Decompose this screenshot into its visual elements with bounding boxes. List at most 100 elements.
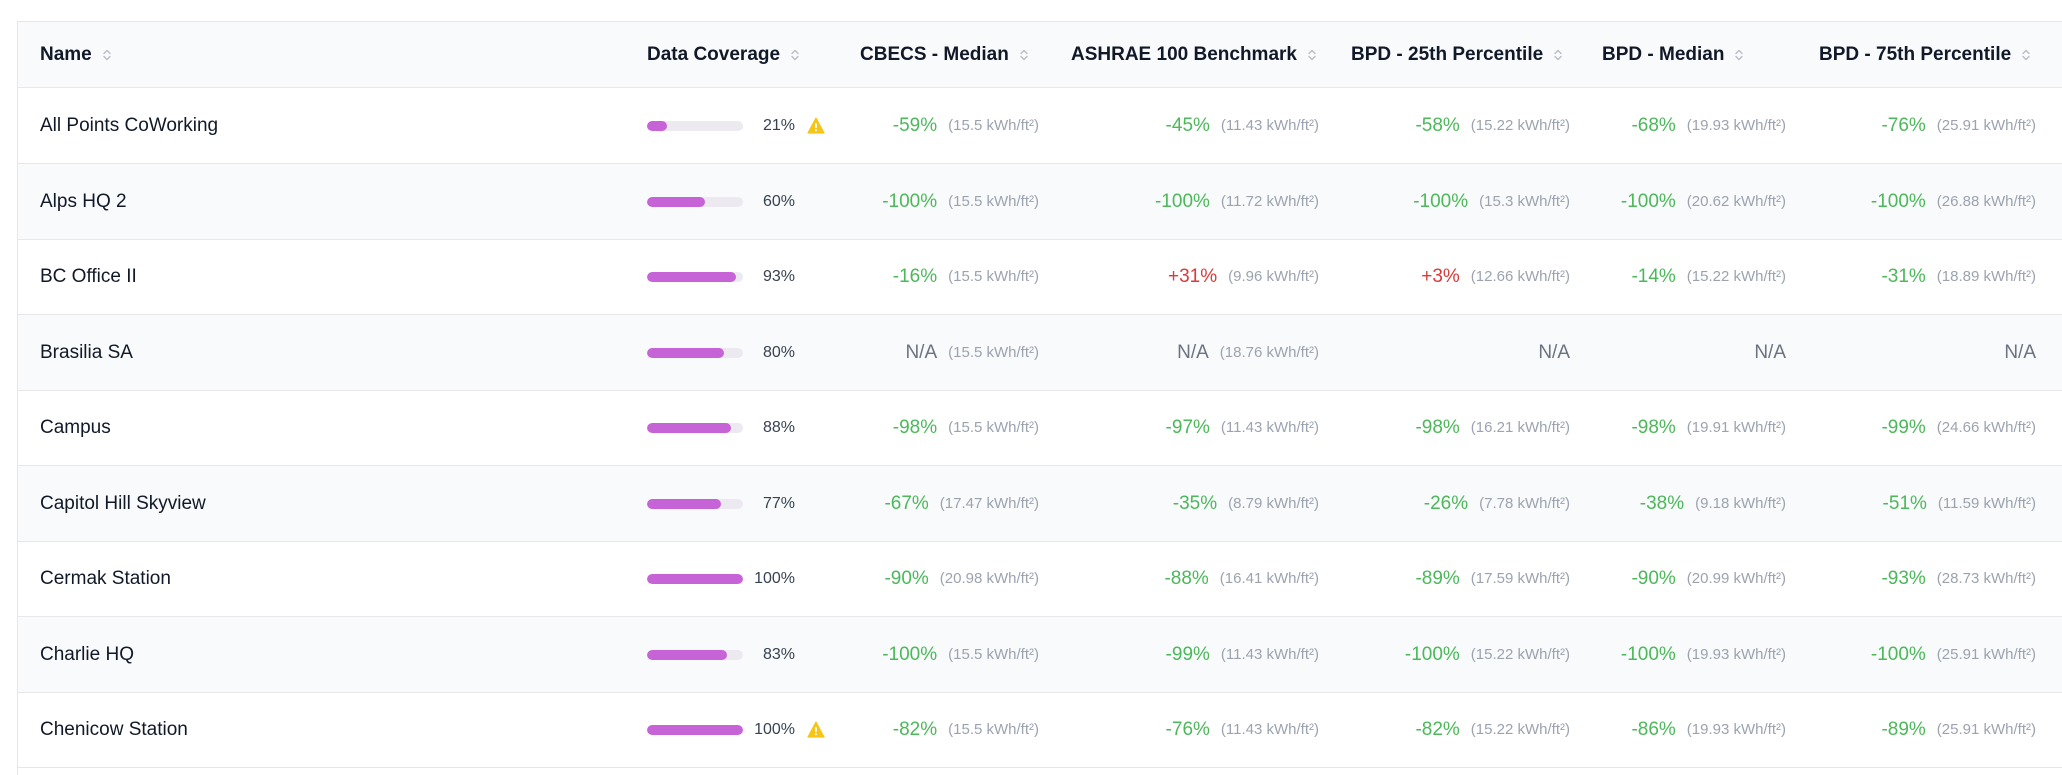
metric-cell-3: -100% (15.22 kWh/ft²): [1340, 617, 1570, 692]
metric-benchmark: (25.91 kWh/ft²): [1936, 721, 2036, 738]
metric-delta: -89%: [1415, 567, 1460, 589]
table-row[interactable]: BC Office II 93% -16% (15.5 kWh/ft²) +31% (9.…: [18, 239, 2062, 315]
metric-delta: -86%: [1631, 718, 1676, 740]
sort-icon: [92, 48, 114, 62]
column-header-3[interactable]: CBECS - Median: [860, 22, 1031, 87]
metric-cell-1: N/A (15.5 kWh/ft²): [859, 315, 1039, 390]
metric-benchmark: (12.66 kWh/ft²): [1470, 268, 1570, 285]
metric-cell-5: N/A: [1836, 315, 2036, 390]
metric-benchmark: (9.18 kWh/ft²): [1695, 495, 1786, 512]
metric-benchmark: (16.21 kWh/ft²): [1470, 419, 1570, 436]
metric-cell-3: -89% (17.59 kWh/ft²): [1340, 541, 1570, 616]
coverage-bar-fill: [647, 498, 721, 509]
metric-cell-5: -76% (25.91 kWh/ft²): [1836, 88, 2036, 163]
coverage-bar-fill: [647, 422, 732, 433]
metric-cell-1: -82% (15.5 kWh/ft²): [859, 692, 1039, 767]
coverage-percent: 88%: [762, 418, 795, 436]
table-row[interactable]: Campus 88% -98% (15.5 kWh/ft²) -97% (11.43 kW…: [18, 390, 2062, 466]
sort-icon: [2011, 48, 2033, 62]
coverage-percent: 100%: [754, 720, 795, 738]
metric-delta: -99%: [1881, 416, 1926, 438]
metric-delta: -90%: [884, 567, 929, 589]
metric-benchmark: (15.5 kWh/ft²): [948, 419, 1039, 436]
column-header-label: ASHRAE 100 Benchmark: [1071, 43, 1297, 65]
table-row[interactable]: Capitol Hill Skyview 77% -67% (17.47 kWh/ft…: [18, 466, 2062, 542]
metric-cell-4: -14% (15.22 kWh/ft²): [1596, 239, 1786, 314]
metric-benchmark: (15.5 kWh/ft²): [948, 344, 1039, 361]
coverage-bar: [647, 573, 743, 584]
coverage-bar: [647, 196, 743, 207]
metric-delta: -93%: [1881, 567, 1926, 589]
coverage-bar: [647, 724, 743, 735]
table-row[interactable]: Alps HQ 2 60% -100% (15.5 kWh/ft²) -100% (11.…: [18, 164, 2062, 240]
metric-benchmark: (11.59 kWh/ft²): [1937, 495, 2036, 512]
site-name[interactable]: All Points CoWorking: [40, 114, 219, 136]
name-cell: Charlie HQ: [40, 617, 134, 692]
metric-delta: +31%: [1168, 265, 1218, 287]
metric-cell-1: -100% (15.5 kWh/ft²): [859, 164, 1039, 239]
metric-delta: -68%: [1631, 114, 1676, 136]
coverage-cell: 83%: [647, 617, 795, 692]
metric-benchmark: (25.91 kWh/ft²): [1936, 117, 2036, 134]
table-row[interactable]: Charlie HQ 83% -100% (15.5 kWh/ft²) -99% (11.…: [18, 617, 2062, 693]
table-header: Name Data Coverage CBECS - Median ASHRAE 10…: [18, 22, 2062, 88]
site-name[interactable]: Charlie HQ: [40, 643, 134, 665]
name-cell: Cermak Station: [40, 541, 171, 616]
site-name[interactable]: Alps HQ 2: [40, 190, 127, 212]
metric-delta: -82%: [892, 718, 938, 740]
metric-delta: N/A: [905, 341, 938, 363]
metric-benchmark: (9.96 kWh/ft²): [1228, 268, 1319, 285]
site-name[interactable]: Capitol Hill Skyview: [40, 492, 206, 514]
coverage-cell: 21%: [647, 88, 825, 163]
metric-delta: -16%: [892, 265, 938, 287]
site-name[interactable]: Brasilia SA: [40, 341, 133, 363]
metric-delta: -89%: [1881, 718, 1926, 740]
name-cell: Campus: [40, 390, 111, 465]
metric-cell-2: +31% (9.96 kWh/ft²): [1089, 239, 1319, 314]
column-header-1[interactable]: Name: [40, 22, 114, 87]
table-row[interactable]: Cermak Station 100% -90% (20.98 kWh/ft²) -88…: [18, 541, 2062, 617]
warning-icon: [795, 721, 825, 738]
coverage-bar: [647, 498, 743, 509]
metric-cell-2: -99% (11.43 kWh/ft²): [1089, 617, 1319, 692]
column-header-7[interactable]: BPD - 75th Percentile: [1819, 22, 2033, 87]
column-header-4[interactable]: ASHRAE 100 Benchmark: [1071, 22, 1319, 87]
column-header-6[interactable]: BPD - Median: [1602, 22, 1746, 87]
metric-delta: -67%: [884, 492, 929, 514]
coverage-percent: 21%: [762, 116, 795, 134]
table-row[interactable]: Chenicow Station 100% -82% (15.5 kWh/ft²) -7…: [18, 692, 2062, 768]
data-table: Name Data Coverage CBECS - Median ASHRAE 10…: [17, 21, 2062, 775]
metric-delta: -31%: [1881, 265, 1926, 287]
site-name[interactable]: BC Office II: [40, 265, 137, 287]
metric-benchmark: (15.22 kWh/ft²): [1470, 721, 1570, 738]
coverage-percent: 60%: [762, 192, 795, 210]
metric-cell-5: -100% (26.88 kWh/ft²): [1836, 164, 2036, 239]
coverage-cell: 100%: [647, 541, 795, 616]
metric-cell-1: -100% (15.5 kWh/ft²): [859, 617, 1039, 692]
site-name[interactable]: Cermak Station: [40, 567, 171, 589]
metric-benchmark: (18.89 kWh/ft²): [1936, 268, 2036, 285]
site-name[interactable]: Chenicow Station: [40, 718, 188, 740]
table-row[interactable]: Brasilia SA 80% N/A (15.5 kWh/ft²) N/A (18.76…: [18, 315, 2062, 391]
metric-benchmark: (11.43 kWh/ft²): [1220, 419, 1319, 436]
metric-delta: -100%: [1620, 643, 1676, 665]
metric-cell-3: -26% (7.78 kWh/ft²): [1340, 466, 1570, 541]
coverage-bar-fill: [647, 347, 724, 358]
table-row[interactable]: All Points CoWorking 21% -59% (15.5 kWh/ft²…: [18, 88, 2062, 164]
column-header-2[interactable]: Data Coverage: [647, 22, 802, 87]
metric-delta: -76%: [1881, 114, 1926, 136]
metric-cell-2: N/A (18.76 kWh/ft²): [1089, 315, 1319, 390]
metric-cell-2: -35% (8.79 kWh/ft²): [1089, 466, 1319, 541]
metric-benchmark: (20.98 kWh/ft²): [939, 570, 1039, 587]
site-name[interactable]: Campus: [40, 416, 111, 438]
metric-cell-2: -97% (11.43 kWh/ft²): [1089, 390, 1319, 465]
metric-cell-3: N/A: [1340, 315, 1570, 390]
coverage-bar-fill: [647, 120, 668, 131]
metric-benchmark: (15.22 kWh/ft²): [1686, 268, 1786, 285]
column-header-label: BPD - Median: [1602, 43, 1725, 65]
column-header-5[interactable]: BPD - 25th Percentile: [1351, 22, 1565, 87]
column-header-label: CBECS - Median: [860, 43, 1009, 65]
coverage-cell: 77%: [647, 466, 795, 541]
column-header-label: Name: [40, 43, 92, 65]
metric-benchmark: (28.73 kWh/ft²): [1936, 570, 2036, 587]
